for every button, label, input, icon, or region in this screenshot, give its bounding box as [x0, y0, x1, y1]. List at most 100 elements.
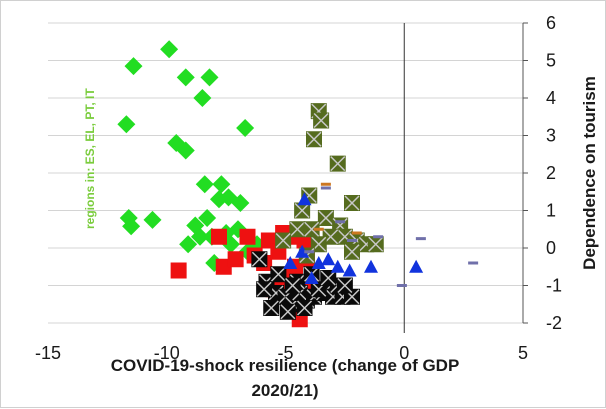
data-point-dash: [335, 220, 346, 224]
data-point-triangle: [304, 271, 319, 284]
data-point-triangle: [295, 244, 310, 258]
data-point-square-x: [251, 251, 268, 268]
data-point-dash: [415, 237, 426, 241]
data-point-diamond: [210, 190, 228, 209]
data-point-triangle: [311, 256, 326, 269]
data-point-diamond: [212, 175, 231, 194]
y-tick-label: 4: [546, 88, 556, 108]
marker-cross: [275, 232, 291, 249]
data-point-diamond: [122, 217, 141, 236]
data-point-dash: [313, 227, 324, 231]
marker-cross: [263, 300, 279, 316]
data-point-dash: [396, 284, 407, 287]
data-point-square-x: [303, 221, 320, 238]
data-point-triangle: [330, 259, 345, 273]
data-point-square-x: [317, 210, 334, 226]
data-point-square-x: [320, 270, 337, 286]
y-tick-label: 6: [546, 13, 556, 33]
marker-cross: [251, 251, 267, 267]
data-point-diamond: [117, 115, 136, 134]
data-point-dash: [320, 186, 331, 190]
marker-cross: [320, 270, 336, 286]
data-point-square: [170, 262, 187, 279]
data-point-diamond: [124, 57, 143, 76]
horizontal-gridlines: [48, 22, 523, 324]
y-tick-label: 3: [546, 126, 556, 146]
data-point-square-x: [336, 277, 353, 294]
data-point-square-x: [306, 131, 322, 148]
data-point-dash: [304, 250, 315, 254]
marker-cross: [268, 285, 284, 301]
marker-cross: [330, 156, 346, 172]
data-point-triangle: [297, 192, 312, 206]
data-point-diamond: [193, 89, 212, 107]
marker-cross: [313, 112, 329, 129]
data-point-diamond: [195, 175, 214, 194]
data-point-square-x: [270, 266, 287, 283]
marker-cross: [296, 300, 313, 316]
data-point-diamond: [236, 119, 255, 137]
regions-annotation: regions in: ES, EL, PT, IT: [83, 88, 97, 229]
data-point-diamond: [176, 68, 195, 87]
data-point-square-x: [289, 221, 306, 238]
marker-cross: [256, 281, 272, 297]
marker-cross: [294, 202, 310, 219]
marker-cross: [306, 131, 322, 147]
data-point-square: [239, 228, 256, 245]
y-tick-label: -1: [546, 276, 562, 296]
data-point-square-x: [279, 303, 296, 320]
data-point-dash: [320, 182, 331, 186]
marker-cross: [304, 221, 320, 237]
data-point-dash: [347, 239, 357, 242]
data-point-diamond: [176, 141, 195, 160]
data-point-triangle: [364, 259, 378, 273]
marker-cross: [344, 289, 360, 305]
x-axis-label-line-1: COVID-19-shock resilience (change of GDP: [111, 356, 460, 375]
y-tick-label: 0: [546, 238, 556, 258]
data-point-square-x: [344, 195, 360, 211]
data-point-dash: [468, 261, 479, 265]
y-tick-label: 1: [546, 201, 556, 221]
x-tick-label: -15: [35, 343, 61, 363]
y-tick-label: 2: [546, 163, 556, 183]
marker-cross: [368, 236, 384, 252]
data-point-square-x: [263, 300, 280, 316]
data-point-triangle: [321, 252, 336, 266]
marker-cross: [337, 229, 353, 245]
data-points: [117, 40, 479, 328]
data-point-square-x: [313, 112, 330, 129]
data-point-diamond: [231, 194, 250, 212]
data-point-square: [211, 228, 227, 245]
data-point-triangle: [409, 259, 424, 273]
data-point-dash: [351, 231, 362, 235]
data-point-diamond: [160, 40, 179, 59]
y-axis-label: Dependence on tourism: [580, 76, 599, 270]
x-tick-label: 5: [518, 343, 528, 363]
x-tick-label: -5: [277, 343, 293, 363]
marker-cross: [318, 210, 334, 226]
data-point-diamond: [200, 68, 219, 87]
data-point-square-x: [256, 281, 273, 298]
data-point-square-x: [296, 300, 313, 316]
data-point-diamond: [198, 209, 217, 227]
marker-cross: [337, 277, 353, 294]
x-tick-label: 0: [399, 343, 409, 363]
data-point-square-x: [275, 232, 292, 249]
data-point-square-x: [344, 243, 360, 260]
marker-cross: [270, 266, 286, 282]
data-point-diamond: [179, 235, 198, 254]
x-tick-label: -10: [154, 343, 180, 363]
marker-cross: [289, 221, 305, 237]
data-point-square: [227, 251, 244, 268]
x-axis-label-line-2: 2020/21): [251, 381, 318, 400]
data-point-diamond: [191, 227, 209, 246]
marker-cross: [344, 195, 360, 211]
marker-cross: [344, 244, 360, 260]
data-point-square-x: [284, 277, 301, 294]
marker-cross: [280, 304, 296, 320]
data-point-dash: [373, 235, 384, 239]
data-point-triangle: [342, 263, 357, 277]
